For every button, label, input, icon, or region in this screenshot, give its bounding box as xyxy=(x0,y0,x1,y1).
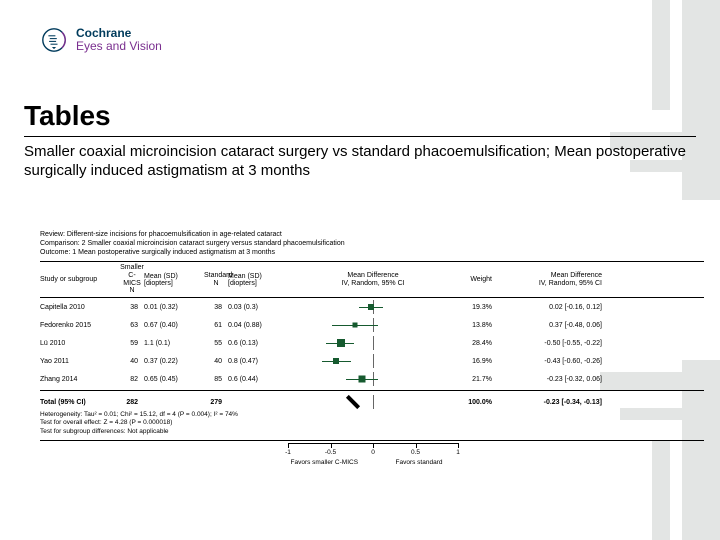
cell-weight: 13.8% xyxy=(458,322,498,329)
cell-study: Fedorenko 2015 xyxy=(40,322,120,329)
col-g2-n: N xyxy=(204,280,228,288)
page-subtitle: Smaller coaxial microincision cataract s… xyxy=(24,143,696,181)
cell-ms2: 0.6 (0.44) xyxy=(228,376,288,383)
cell-weight: 19.3% xyxy=(458,304,498,311)
total-n1: 282 xyxy=(120,399,144,406)
cell-ms2: 0.8 (0.47) xyxy=(228,358,288,365)
cell-study: Zhang 2014 xyxy=(40,376,120,383)
cell-n1: 40 xyxy=(120,358,144,365)
col-g2-top: Standard xyxy=(204,272,228,280)
cell-study: Yao 2011 xyxy=(40,358,120,365)
cell-md: -0.43 [-0.60, -0.26] xyxy=(498,358,608,365)
cell-n1: 59 xyxy=(120,340,144,347)
cell-n2: 85 xyxy=(204,376,228,383)
table-header: Study or subgroup Smaller C-MICS N Mean … xyxy=(40,261,704,298)
logo-sub: Eyes and Vision xyxy=(76,40,162,53)
col-g1-top: Smaller C-MICS xyxy=(120,264,144,287)
cell-plot xyxy=(288,372,458,386)
table-row: Lü 2010591.1 (0.1)550.6 (0.13) 28.4%-0.50… xyxy=(40,334,704,352)
page-title: Tables xyxy=(24,100,696,137)
col-g1-mean: Mean (SD)[diopters] xyxy=(144,273,204,287)
total-md: -0.23 [-0.34, -0.13] xyxy=(498,399,608,406)
total-plot xyxy=(288,395,458,409)
forest-axis: -1-0.500.51Favors smaller C-MICSFavors s… xyxy=(288,443,458,471)
cell-ms2: 0.03 (0.3) xyxy=(228,304,288,311)
col-g2-mean: Mean (SD)[diopters] xyxy=(228,273,288,287)
forest-plot: Review: Different-size incisions for pha… xyxy=(40,230,704,471)
cochrane-logo: Cochrane Eyes and Vision xyxy=(40,26,162,54)
cell-md: -0.50 [-0.55, -0.22] xyxy=(498,340,608,347)
col-g1-n: N xyxy=(120,287,144,295)
cell-ms1: 0.65 (0.45) xyxy=(144,376,204,383)
cell-md: 0.37 [-0.48, 0.06] xyxy=(498,322,608,329)
total-weight: 100.0% xyxy=(458,399,498,406)
cell-md: -0.23 [-0.32, 0.06] xyxy=(498,376,608,383)
cell-weight: 28.4% xyxy=(458,340,498,347)
cell-ms1: 0.67 (0.40) xyxy=(144,322,204,329)
cell-ms2: 0.6 (0.13) xyxy=(228,340,288,347)
cell-plot xyxy=(288,336,458,350)
table-row: Capitella 2010380.01 (0.32)380.03 (0.3)1… xyxy=(40,298,704,316)
table-row: Fedorenko 2015630.67 (0.40)610.04 (0.88)… xyxy=(40,316,704,334)
cell-n2: 61 xyxy=(204,322,228,329)
cell-n2: 40 xyxy=(204,358,228,365)
col-weight: Weight xyxy=(458,276,498,283)
meta-comparison: Comparison: 2 Smaller coaxial microincis… xyxy=(40,239,704,248)
cell-n2: 38 xyxy=(204,304,228,311)
total-n2: 279 xyxy=(204,399,228,406)
table-row: Yao 2011400.37 (0.22)400.8 (0.47)16.9%-0… xyxy=(40,352,704,370)
cell-plot xyxy=(288,318,458,332)
cell-study: Lü 2010 xyxy=(40,340,120,347)
col-md-sub: IV, Random, 95% CI xyxy=(288,280,458,288)
cell-md: 0.02 [-0.16, 0.12] xyxy=(498,304,608,311)
cell-ms1: 0.37 (0.22) xyxy=(144,358,204,365)
table-row: Zhang 2014820.65 (0.45)850.6 (0.44) 21.7%… xyxy=(40,370,704,388)
cell-study: Capitella 2010 xyxy=(40,304,120,311)
total-row: Total (95% CI) 282 279 100.0% -0.23 [-0.… xyxy=(40,393,704,411)
cell-n1: 38 xyxy=(120,304,144,311)
col-md2-sub: IV, Random, 95% CI xyxy=(498,280,602,288)
col-study: Study or subgroup xyxy=(40,276,120,283)
total-label: Total (95% CI) xyxy=(40,399,120,406)
col-md2-top: Mean Difference xyxy=(498,272,602,280)
cell-n2: 55 xyxy=(204,340,228,347)
col-md-top: Mean Difference xyxy=(288,272,458,280)
overall-effect: Test for overall effect: Z = 4.28 (P = 0… xyxy=(40,419,704,427)
cell-ms2: 0.04 (0.88) xyxy=(228,322,288,329)
cell-weight: 16.9% xyxy=(458,358,498,365)
cell-ms1: 1.1 (0.1) xyxy=(144,340,204,347)
cell-n1: 82 xyxy=(120,376,144,383)
cell-plot xyxy=(288,300,458,314)
cell-weight: 21.7% xyxy=(458,376,498,383)
heterogeneity: Heterogeneity: Tau² = 0.01; Chi² = 15.12… xyxy=(40,411,704,419)
logo-icon xyxy=(40,26,68,54)
cell-n1: 63 xyxy=(120,322,144,329)
meta-outcome: Outcome: 1 Mean postoperative surgically… xyxy=(40,248,704,257)
meta-review: Review: Different-size incisions for pha… xyxy=(40,230,704,239)
subgroup-diff: Test for subgroup differences: Not appli… xyxy=(40,428,704,436)
cell-ms1: 0.01 (0.32) xyxy=(144,304,204,311)
cell-plot xyxy=(288,354,458,368)
